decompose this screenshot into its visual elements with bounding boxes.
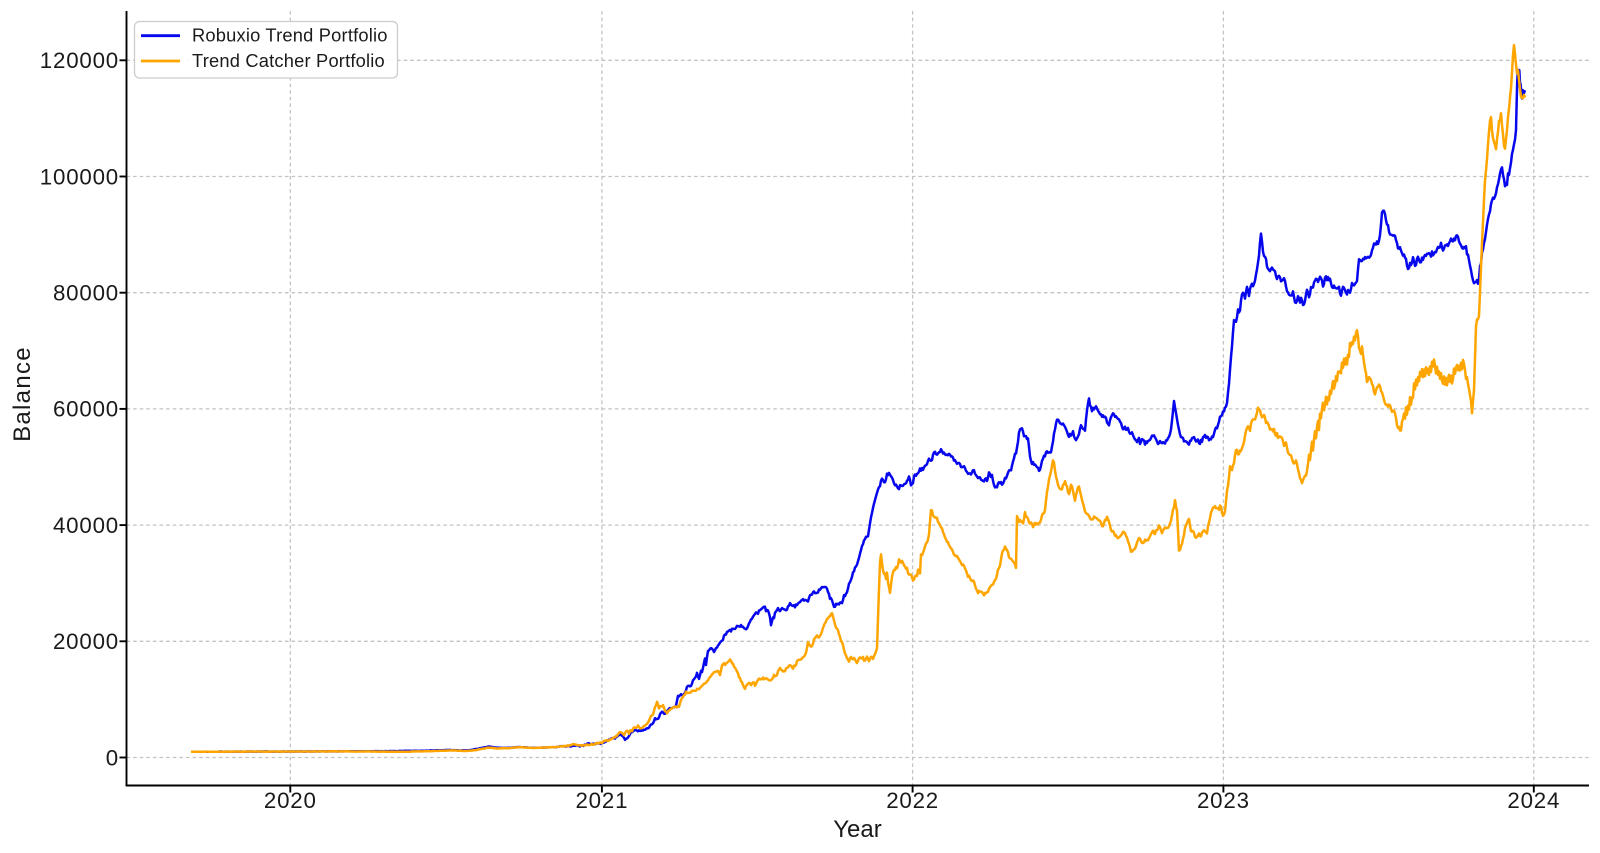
svg-text:120000: 120000	[40, 48, 119, 73]
svg-text:Robuxio Trend Portfolio: Robuxio Trend Portfolio	[192, 25, 388, 46]
svg-text:2024: 2024	[1507, 788, 1560, 813]
svg-text:0: 0	[106, 745, 119, 770]
svg-text:2022: 2022	[886, 788, 939, 813]
svg-text:80000: 80000	[53, 281, 119, 306]
svg-text:20000: 20000	[53, 629, 119, 654]
svg-text:2020: 2020	[264, 788, 317, 813]
svg-text:100000: 100000	[40, 164, 119, 189]
svg-text:2021: 2021	[575, 788, 628, 813]
svg-text:60000: 60000	[53, 397, 119, 422]
svg-text:Balance: Balance	[9, 346, 36, 442]
svg-text:Year: Year	[833, 816, 882, 843]
svg-text:Trend Catcher Portfolio: Trend Catcher Portfolio	[192, 50, 385, 71]
svg-text:40000: 40000	[53, 513, 119, 538]
svg-text:2023: 2023	[1197, 788, 1250, 813]
